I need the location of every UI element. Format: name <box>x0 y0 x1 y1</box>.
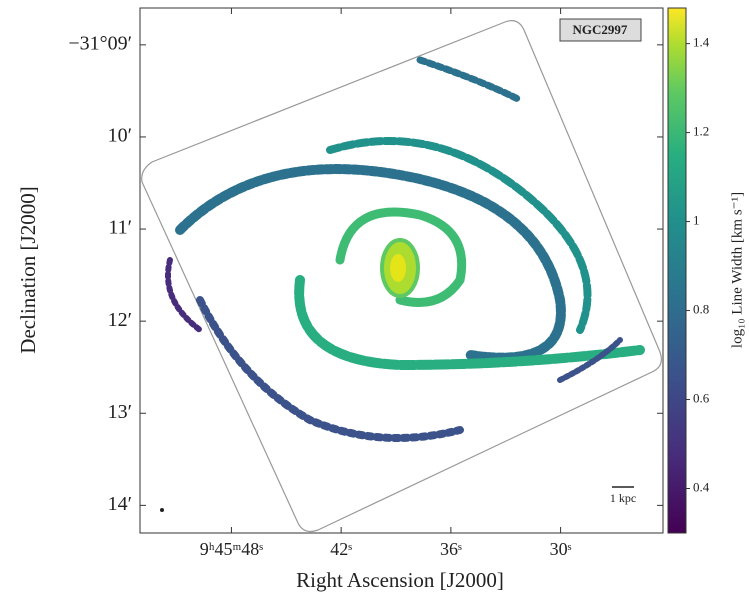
y-tick-label: 11′ <box>108 217 132 239</box>
x-tick-label: 36ˢ <box>440 539 462 559</box>
y-axis-label: Declination [J2000] <box>16 186 40 353</box>
colorbar-label: log₁₀ Line Width [km s⁻¹] <box>729 192 745 348</box>
chart-title: NGC2997 <box>573 22 628 37</box>
x-tick-label: 42ˢ <box>330 539 352 559</box>
colorbar-tick-label: 1 <box>693 213 700 228</box>
colorbar <box>667 7 687 534</box>
y-tick-label: 13′ <box>108 401 132 423</box>
colorbar-tick-label: 1.2 <box>693 124 709 139</box>
colorbar-tick-label: 0.4 <box>693 479 710 494</box>
colorbar-tick-label: 1.4 <box>693 35 710 50</box>
scale-bar-label: 1 kpc <box>610 491 636 505</box>
colorbar-tick-label: 0.6 <box>693 391 710 406</box>
y-tick-label: 14′ <box>108 493 132 515</box>
x-tick-label: 30ˢ <box>550 539 572 559</box>
colorbar-tick-label: 0.8 <box>693 302 709 317</box>
title-box <box>559 18 642 42</box>
beam <box>160 508 164 512</box>
galaxy-image <box>141 20 662 533</box>
y-tick-label: 12′ <box>108 309 132 331</box>
y-tick-label: 10′ <box>108 125 132 147</box>
x-tick-label: 9ʰ45ᵐ48ˢ <box>200 539 264 559</box>
x-axis-label: Right Ascension [J2000] <box>296 568 504 592</box>
y-tick-label: −31°09′ <box>68 32 132 54</box>
